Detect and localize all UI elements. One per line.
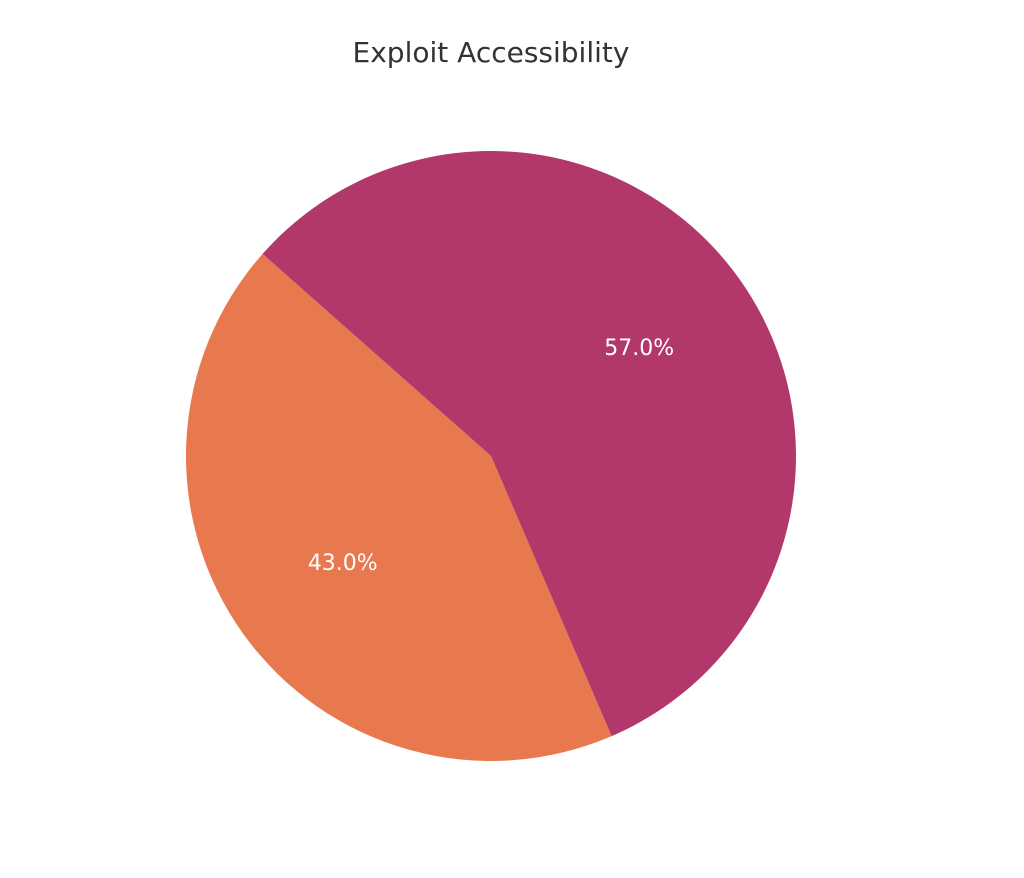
pie-slices — [185, 151, 796, 762]
chart-title: Exploit Accessibility — [353, 36, 630, 69]
pie-slice-labels: 43.0% 57.0% — [308, 336, 674, 576]
pie-slice-1 — [262, 151, 796, 737]
pie-slice-label-1: 57.0% — [604, 336, 674, 361]
pie-slice-0 — [185, 253, 612, 762]
pie-slice-label-0: 43.0% — [308, 551, 378, 576]
